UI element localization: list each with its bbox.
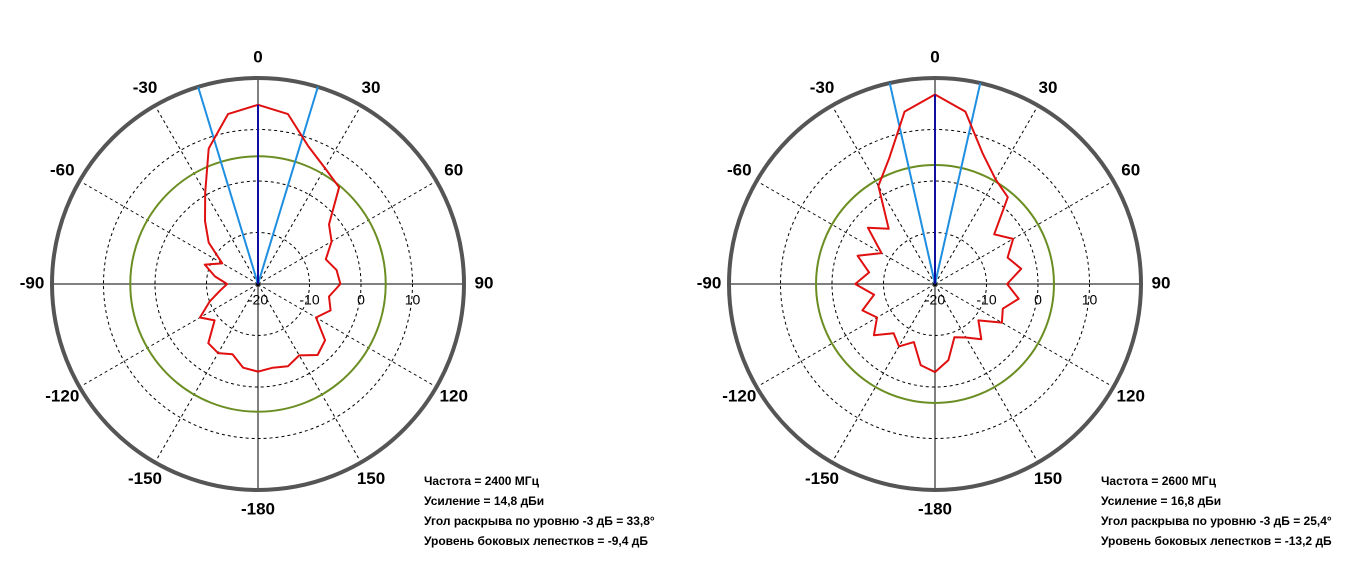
angle-label: 120 [440, 386, 468, 405]
pattern-line [199, 103, 342, 373]
r-tick-label: 0 [1034, 292, 1042, 308]
annotation: Угол раскрыва по уровню -3 дБ = 25,4° [1101, 514, 1332, 528]
annotation: Частота = 2600 МГц [1101, 474, 1217, 488]
annotation: Усиление = 14,8 дБи [424, 494, 544, 508]
angle-label: -30 [810, 78, 835, 97]
angle-label: 150 [357, 469, 385, 488]
angle-label: 30 [362, 78, 381, 97]
angle-label: -30 [133, 78, 158, 97]
angle-label: -150 [805, 469, 839, 488]
r-tick-label: -10 [299, 292, 319, 308]
annotation: Частота = 2400 МГц [424, 474, 540, 488]
annotation: Уровень боковых лепестков = -13,2 дБ [1101, 534, 1332, 548]
spoke [154, 283, 259, 463]
angle-label: -120 [45, 386, 79, 405]
beam-line [257, 86, 319, 285]
r-tick-label: 10 [1082, 292, 1098, 308]
spoke [934, 180, 1114, 285]
angle-label: 60 [1121, 160, 1140, 179]
spoke [257, 180, 437, 285]
angle-label: -150 [128, 469, 162, 488]
angle-label: -60 [50, 160, 75, 179]
spoke [257, 283, 362, 463]
angle-label: -180 [918, 499, 952, 518]
grid-circle [831, 180, 1039, 388]
beam-line [934, 82, 982, 285]
angle-label: 0 [253, 47, 262, 66]
r-tick-label: 10 [405, 292, 421, 308]
angle-label: -120 [722, 386, 756, 405]
spoke [831, 105, 936, 285]
spoke [79, 283, 259, 388]
annotation: Усиление = 16,8 дБи [1101, 494, 1221, 508]
angle-label: -60 [727, 160, 752, 179]
pattern-line [854, 93, 1023, 373]
beam-line [888, 82, 936, 285]
angle-label: 120 [1117, 386, 1145, 405]
angle-label: 60 [444, 160, 463, 179]
annotation: Уровень боковых лепестков = -9,4 дБ [424, 534, 648, 548]
r-tick-label: -10 [976, 292, 996, 308]
angle-label: 30 [1039, 78, 1058, 97]
angle-label: -90 [20, 273, 45, 292]
spoke [934, 283, 1114, 388]
angle-label: 90 [475, 273, 494, 292]
spoke [756, 283, 936, 388]
grid-circle [154, 180, 362, 388]
spoke [756, 180, 936, 285]
outer-circle [50, 76, 466, 492]
angle-label: 150 [1034, 469, 1062, 488]
spoke [934, 283, 1039, 463]
beam-line [197, 86, 259, 285]
r-tick-label: -20 [248, 292, 268, 308]
spoke [154, 105, 259, 285]
spoke [257, 105, 362, 285]
angle-label: -180 [241, 499, 275, 518]
r-tick-label: 0 [357, 292, 365, 308]
angle-label: -90 [697, 273, 722, 292]
spoke [79, 180, 259, 285]
spoke [934, 105, 1039, 285]
angle-label: 90 [1152, 273, 1171, 292]
r-tick-label: -20 [925, 292, 945, 308]
spoke [257, 283, 437, 388]
spoke [831, 283, 936, 463]
outer-circle [727, 76, 1143, 492]
annotation: Угол раскрыва по уровню -3 дБ = 33,8° [424, 514, 655, 528]
angle-label: 0 [930, 47, 939, 66]
